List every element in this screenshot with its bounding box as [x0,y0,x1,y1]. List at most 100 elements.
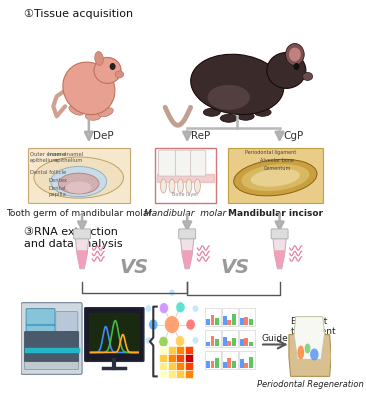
FancyBboxPatch shape [191,150,206,176]
FancyBboxPatch shape [21,303,82,374]
Text: VS: VS [220,258,249,277]
FancyBboxPatch shape [205,330,221,348]
FancyBboxPatch shape [74,229,90,239]
Ellipse shape [220,114,237,122]
Bar [244,338,248,346]
FancyBboxPatch shape [239,308,255,326]
Text: Tooth germ of mandibular molar: Tooth germ of mandibular molar [5,209,152,218]
Ellipse shape [251,168,300,187]
Bar [223,362,227,368]
Bar [215,358,219,368]
Bar [168,370,176,378]
Text: Periodontal Regeneration: Periodontal Regeneration [257,380,363,389]
Bar [210,362,214,368]
Bar [232,314,236,324]
Ellipse shape [95,52,103,66]
Text: Bone layer: Bone layer [172,192,199,197]
Bar [223,336,227,346]
Circle shape [149,319,158,330]
Text: Inner enamel
epithelium: Inner enamel epithelium [48,152,83,163]
Bar [176,362,184,370]
Polygon shape [289,334,331,376]
Ellipse shape [191,54,284,114]
Circle shape [193,305,198,312]
Ellipse shape [34,157,123,198]
Circle shape [176,302,185,313]
Circle shape [145,305,152,312]
Bar [240,360,243,368]
Text: Cementum: Cementum [264,166,291,171]
Bar [176,370,184,378]
FancyBboxPatch shape [179,229,196,239]
FancyBboxPatch shape [89,313,140,352]
Bar [227,340,231,346]
Bar [210,315,214,324]
Bar [185,362,193,370]
Circle shape [110,63,116,70]
Ellipse shape [194,179,200,193]
Circle shape [175,336,185,346]
Ellipse shape [178,179,183,193]
FancyBboxPatch shape [25,360,79,370]
Ellipse shape [69,106,83,115]
Text: DeP: DeP [93,131,114,141]
FancyBboxPatch shape [26,309,55,334]
Bar [240,338,243,346]
Text: ③RNA extraction
and data analysis: ③RNA extraction and data analysis [25,227,123,248]
Polygon shape [294,316,325,360]
Ellipse shape [310,348,318,360]
Text: Alveolar bone: Alveolar bone [260,158,294,163]
Circle shape [294,63,299,70]
Text: ReP: ReP [191,131,210,141]
Ellipse shape [305,344,310,354]
Bar [159,354,167,362]
FancyBboxPatch shape [158,150,177,176]
Bar [168,346,176,354]
Polygon shape [77,250,87,268]
Bar [168,362,176,370]
Circle shape [145,337,152,344]
Bar [185,370,193,378]
Bar [249,318,253,324]
Circle shape [285,44,304,66]
FancyBboxPatch shape [205,352,221,370]
Bar [240,318,243,324]
Bar [223,316,227,324]
FancyBboxPatch shape [175,150,192,176]
Ellipse shape [169,179,175,193]
Ellipse shape [86,112,101,120]
FancyBboxPatch shape [205,308,221,326]
Bar [227,320,231,324]
Circle shape [164,316,180,334]
Bar [215,318,219,324]
Text: Periodontal ligament: Periodontal ligament [245,150,296,155]
FancyBboxPatch shape [271,229,288,239]
Text: CgP: CgP [283,131,303,141]
Bar [176,346,184,354]
Text: Dental
papilla: Dental papilla [49,186,66,197]
FancyBboxPatch shape [222,308,238,326]
Bar [176,354,184,362]
Bar [244,364,248,368]
Ellipse shape [302,72,313,80]
Polygon shape [75,237,89,269]
FancyBboxPatch shape [28,148,130,203]
Ellipse shape [267,52,306,88]
Bar [249,342,253,346]
Text: Dentex: Dentex [48,178,67,183]
Polygon shape [182,250,192,268]
Text: Efficient
treatment: Efficient treatment [291,316,336,336]
FancyBboxPatch shape [222,352,238,370]
Text: Dental follicle: Dental follicle [30,170,67,175]
Polygon shape [180,237,194,269]
Bar [232,338,236,346]
Ellipse shape [254,108,271,116]
Bar [206,318,210,324]
Circle shape [159,336,168,347]
FancyBboxPatch shape [25,332,79,362]
Circle shape [289,48,301,62]
Polygon shape [273,237,286,269]
Ellipse shape [234,159,317,196]
Bar [215,338,219,346]
Text: Outer enamel
epithelium: Outer enamel epithelium [30,152,66,163]
